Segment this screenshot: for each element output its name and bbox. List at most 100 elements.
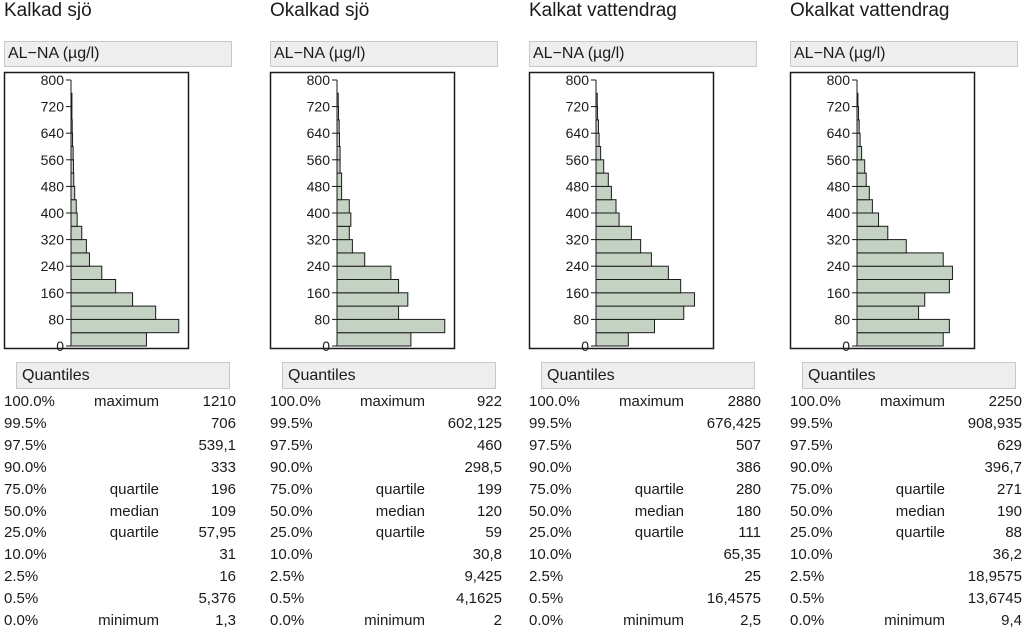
- panel-kalkad-sjo: Kalkad sjö AL−NA (µg/l) 0 80 160 240 320 400 4…: [3, 0, 254, 633]
- quantile-percent: 0.5%: [529, 590, 564, 608]
- histogram-bar: [70, 305, 157, 320]
- quantile-percent: 0.0%: [790, 612, 825, 629]
- quantile-label: quartile: [895, 524, 945, 542]
- quantile-value: 31: [219, 546, 236, 564]
- quantile-row: 90.0% 386: [529, 459, 761, 481]
- quantile-label: minimum: [364, 612, 425, 629]
- quantile-label: maximum: [618, 393, 684, 410]
- histogram-bar: [595, 239, 642, 254]
- quantile-percent: 50.0%: [4, 502, 47, 520]
- y-tick-label: 80: [314, 311, 330, 327]
- y-tick-label: 480: [566, 178, 590, 194]
- quantile-percent: 10.0%: [4, 546, 47, 564]
- plot-frame: [269, 71, 456, 350]
- histogram-bar: [336, 252, 366, 267]
- quantile-percent: 90.0%: [790, 458, 833, 476]
- histogram-bar: [856, 106, 860, 121]
- histogram-bar: [70, 239, 87, 254]
- quantile-percent: 0.0%: [270, 612, 305, 629]
- quantile-value: 460: [476, 436, 502, 454]
- quantile-row: 90.0% 298,5: [270, 459, 502, 481]
- histogram-bar: [856, 239, 907, 254]
- histogram-bar: [595, 132, 600, 148]
- histogram-bar: [595, 185, 612, 201]
- histogram-bar: [856, 332, 944, 347]
- y-tick-label: 160: [827, 285, 851, 301]
- y-tick-label: 480: [307, 178, 331, 194]
- y-tick-label: 560: [307, 152, 331, 168]
- quantile-percent: 0.5%: [270, 590, 305, 608]
- y-tick-label: 80: [573, 311, 589, 327]
- histogram-bar: [595, 252, 652, 267]
- histogram: 0 80 160 240 320 400 480 560 640 720 800: [528, 71, 715, 354]
- quantile-row: 25.0% quartile 59: [270, 524, 502, 546]
- quantiles-header: Quantiles: [282, 362, 496, 389]
- y-tick-label: 560: [41, 152, 65, 168]
- histogram-bar: [595, 119, 599, 134]
- quantile-row: 90.0% 396,7: [790, 459, 1022, 481]
- histogram-bar: [595, 305, 685, 320]
- quantile-value: 386: [735, 458, 761, 476]
- panel-kalkat-vattendrag: Kalkat vattendrag AL−NA (µg/l) 0 80 160 240…: [528, 0, 779, 633]
- histogram-bar: [595, 199, 617, 214]
- quantile-value: 9,425: [464, 568, 502, 586]
- histogram-bar: [856, 132, 861, 148]
- quantile-label: quartile: [109, 480, 159, 498]
- histogram-bar: [595, 159, 605, 174]
- quantile-row: 97.5% 507: [529, 437, 761, 459]
- plot-frame: [3, 71, 190, 350]
- quantile-label: median: [895, 502, 945, 520]
- histogram-bar: [70, 172, 75, 187]
- histogram-bar: [856, 279, 950, 294]
- quantile-label: quartile: [895, 480, 945, 498]
- quantile-row: 10.0% 36,2: [790, 546, 1022, 568]
- quantile-row: 25.0% quartile 57,95: [4, 524, 236, 546]
- quantile-value: 36,2: [992, 546, 1022, 564]
- quantile-label: maximum: [879, 393, 945, 410]
- histogram-bar: [336, 318, 446, 334]
- quantile-percent: 0.5%: [4, 590, 39, 608]
- quantile-percent: 100.0%: [790, 393, 841, 410]
- quantile-label: maximum: [359, 393, 425, 410]
- quantile-row: 25.0% quartile 88: [790, 524, 1022, 546]
- histogram-bar: [70, 252, 90, 267]
- quantile-value: 396,7: [984, 458, 1022, 476]
- histogram-bar: [70, 92, 73, 108]
- quantile-value: 676,425: [706, 414, 761, 432]
- quantile-row: 75.0% quartile 280: [529, 481, 761, 503]
- histogram-bar: [595, 212, 620, 227]
- quantile-label: minimum: [623, 612, 684, 629]
- y-tick-label: 320: [827, 232, 851, 248]
- histogram-bar: [595, 106, 599, 121]
- y-tick-label: 640: [307, 125, 331, 141]
- quantile-row: 100.0% maximum 2880: [529, 393, 761, 415]
- quantile-percent: 25.0%: [790, 524, 833, 542]
- panel-title: Kalkad sjö: [4, 0, 92, 21]
- quantile-value: 2250: [988, 393, 1022, 410]
- quantile-row: 50.0% median 190: [790, 503, 1022, 525]
- quantile-label: minimum: [884, 612, 945, 629]
- quantile-percent: 100.0%: [529, 393, 580, 410]
- histogram-bar: [336, 292, 409, 307]
- quantile-value: 109: [210, 502, 236, 520]
- histogram-bar: [336, 146, 341, 161]
- histogram-bar: [595, 332, 629, 347]
- quantile-value: 1,3: [215, 612, 236, 629]
- quantile-percent: 100.0%: [270, 393, 321, 410]
- histogram-bar: [595, 172, 609, 187]
- histogram-bar: [856, 318, 950, 334]
- histogram-bar: [856, 185, 870, 201]
- histogram-bar: [336, 199, 350, 214]
- quantile-value: 196: [210, 480, 236, 498]
- histogram-bar: [70, 225, 83, 241]
- histogram-bar: [70, 292, 134, 307]
- histogram-bar: [595, 279, 682, 294]
- quantile-percent: 10.0%: [529, 546, 572, 564]
- quantile-percent: 2.5%: [790, 568, 825, 586]
- histogram-bar: [336, 159, 341, 174]
- quantile-value: 120: [476, 502, 502, 520]
- quantile-label: median: [634, 502, 684, 520]
- y-tick-label: 720: [566, 99, 590, 115]
- histogram-bar: [595, 146, 602, 161]
- quantile-value: 25: [744, 568, 761, 586]
